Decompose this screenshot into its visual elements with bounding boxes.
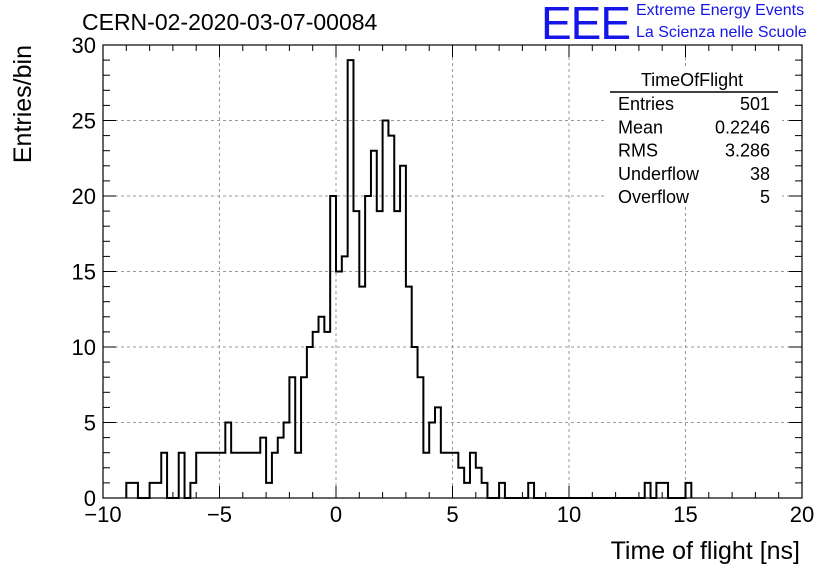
x-tick-label: 20 <box>790 502 814 527</box>
stats-label: Entries <box>618 94 674 114</box>
x-tick-label: 15 <box>673 502 697 527</box>
y-tick-label: 15 <box>72 260 96 285</box>
logo-subtitle-1: Extreme Energy Events <box>636 2 805 19</box>
x-tick-label: 0 <box>330 502 342 527</box>
eee-logo: EEE <box>541 0 631 49</box>
stats-box <box>604 67 782 207</box>
x-tick-label: 5 <box>446 502 458 527</box>
stats-label: Overflow <box>618 187 690 207</box>
y-tick-label: 0 <box>84 486 96 511</box>
stats-value: 38 <box>750 164 770 184</box>
y-tick-label: 5 <box>84 411 96 436</box>
logo-subtitle-2: La Scienza nelle Scuole <box>636 24 807 41</box>
stats-value: 501 <box>740 94 770 114</box>
y-axis-label: Entries/bin <box>9 45 37 163</box>
stats-value: 5 <box>760 187 770 207</box>
x-tick-label: −10 <box>84 502 121 527</box>
stats-label: Underflow <box>618 164 700 184</box>
chart-title: CERN-02-2020-03-07-00084 <box>82 9 378 35</box>
y-tick-label: 20 <box>72 184 96 209</box>
x-tick-label: 10 <box>557 502 581 527</box>
stats-value: 0.2246 <box>715 117 770 137</box>
y-tick-label: 25 <box>72 109 96 134</box>
stats-label: Mean <box>618 117 663 137</box>
stats-label: RMS <box>618 141 658 161</box>
stats-value: 3.286 <box>725 141 770 161</box>
stats-header: TimeOfFlight <box>641 70 743 90</box>
y-tick-label: 10 <box>72 335 96 360</box>
x-tick-label: −5 <box>207 502 232 527</box>
x-axis-label: Time of flight [ns] <box>611 537 800 565</box>
y-tick-label: 30 <box>72 33 96 58</box>
